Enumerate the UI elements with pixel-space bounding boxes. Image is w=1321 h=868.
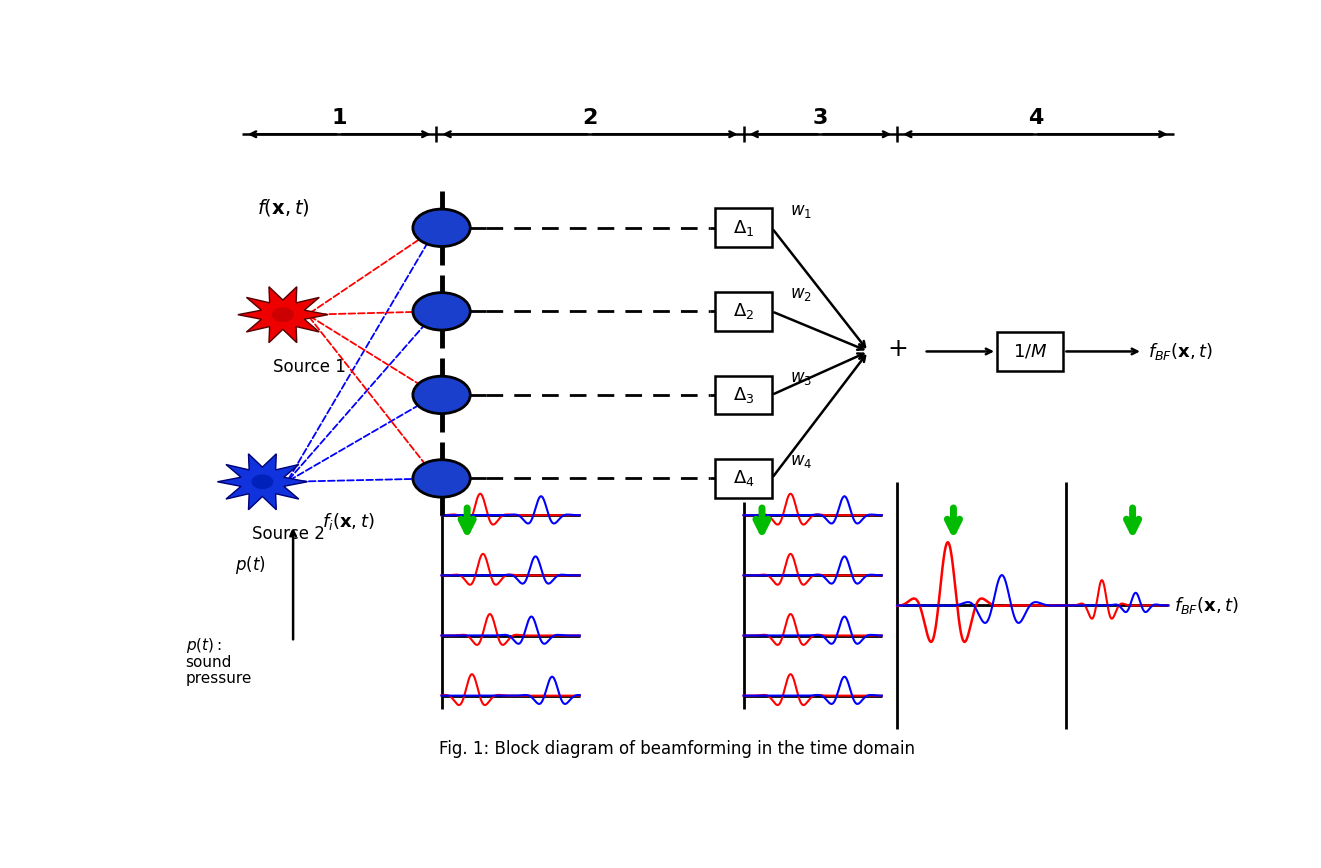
Text: $f_i(\mathbf{x},t)$: $f_i(\mathbf{x},t)$ [322,511,375,532]
Text: $w_4$: $w_4$ [790,452,812,470]
Text: $1/M$: $1/M$ [1013,343,1048,360]
Text: $\Delta_2$: $\Delta_2$ [733,301,754,321]
Polygon shape [218,454,308,510]
Text: $f_{BF}(\mathbf{x},t)$: $f_{BF}(\mathbf{x},t)$ [1173,595,1239,616]
Circle shape [413,376,470,414]
FancyBboxPatch shape [716,376,771,414]
Text: Fig. 1: Block diagram of beamforming in the time domain: Fig. 1: Block diagram of beamforming in … [439,740,915,758]
Circle shape [272,308,293,321]
Text: $w_1$: $w_1$ [790,201,812,220]
Text: $p(t):$: $p(t):$ [185,636,222,655]
Circle shape [413,209,470,247]
FancyBboxPatch shape [716,292,771,331]
Text: $+$: $+$ [886,338,908,361]
Circle shape [871,334,923,369]
Text: $\Delta_3$: $\Delta_3$ [733,385,754,404]
Text: 3: 3 [812,108,828,128]
Text: $\Delta_4$: $\Delta_4$ [733,469,754,489]
Text: sound: sound [185,654,232,670]
Text: $\Delta_1$: $\Delta_1$ [733,218,754,238]
FancyBboxPatch shape [716,459,771,498]
Text: 4: 4 [1028,108,1044,128]
Text: $f_{BF}(\mathbf{x},t)$: $f_{BF}(\mathbf{x},t)$ [1148,341,1213,362]
Text: $f(\mathbf{x},t)$: $f(\mathbf{x},t)$ [258,197,310,218]
Text: pressure: pressure [185,672,252,687]
Text: 2: 2 [583,108,597,128]
Text: Source 2: Source 2 [252,525,325,543]
Text: $p(t)$: $p(t)$ [235,555,266,576]
Circle shape [252,475,272,489]
Text: 1: 1 [332,108,347,128]
Text: Source 1: Source 1 [272,358,346,376]
Text: $w_3$: $w_3$ [790,369,812,387]
FancyBboxPatch shape [716,208,771,247]
Text: $w_2$: $w_2$ [790,286,812,303]
Polygon shape [238,286,328,343]
FancyBboxPatch shape [997,332,1063,371]
Circle shape [413,293,470,330]
Circle shape [413,460,470,497]
